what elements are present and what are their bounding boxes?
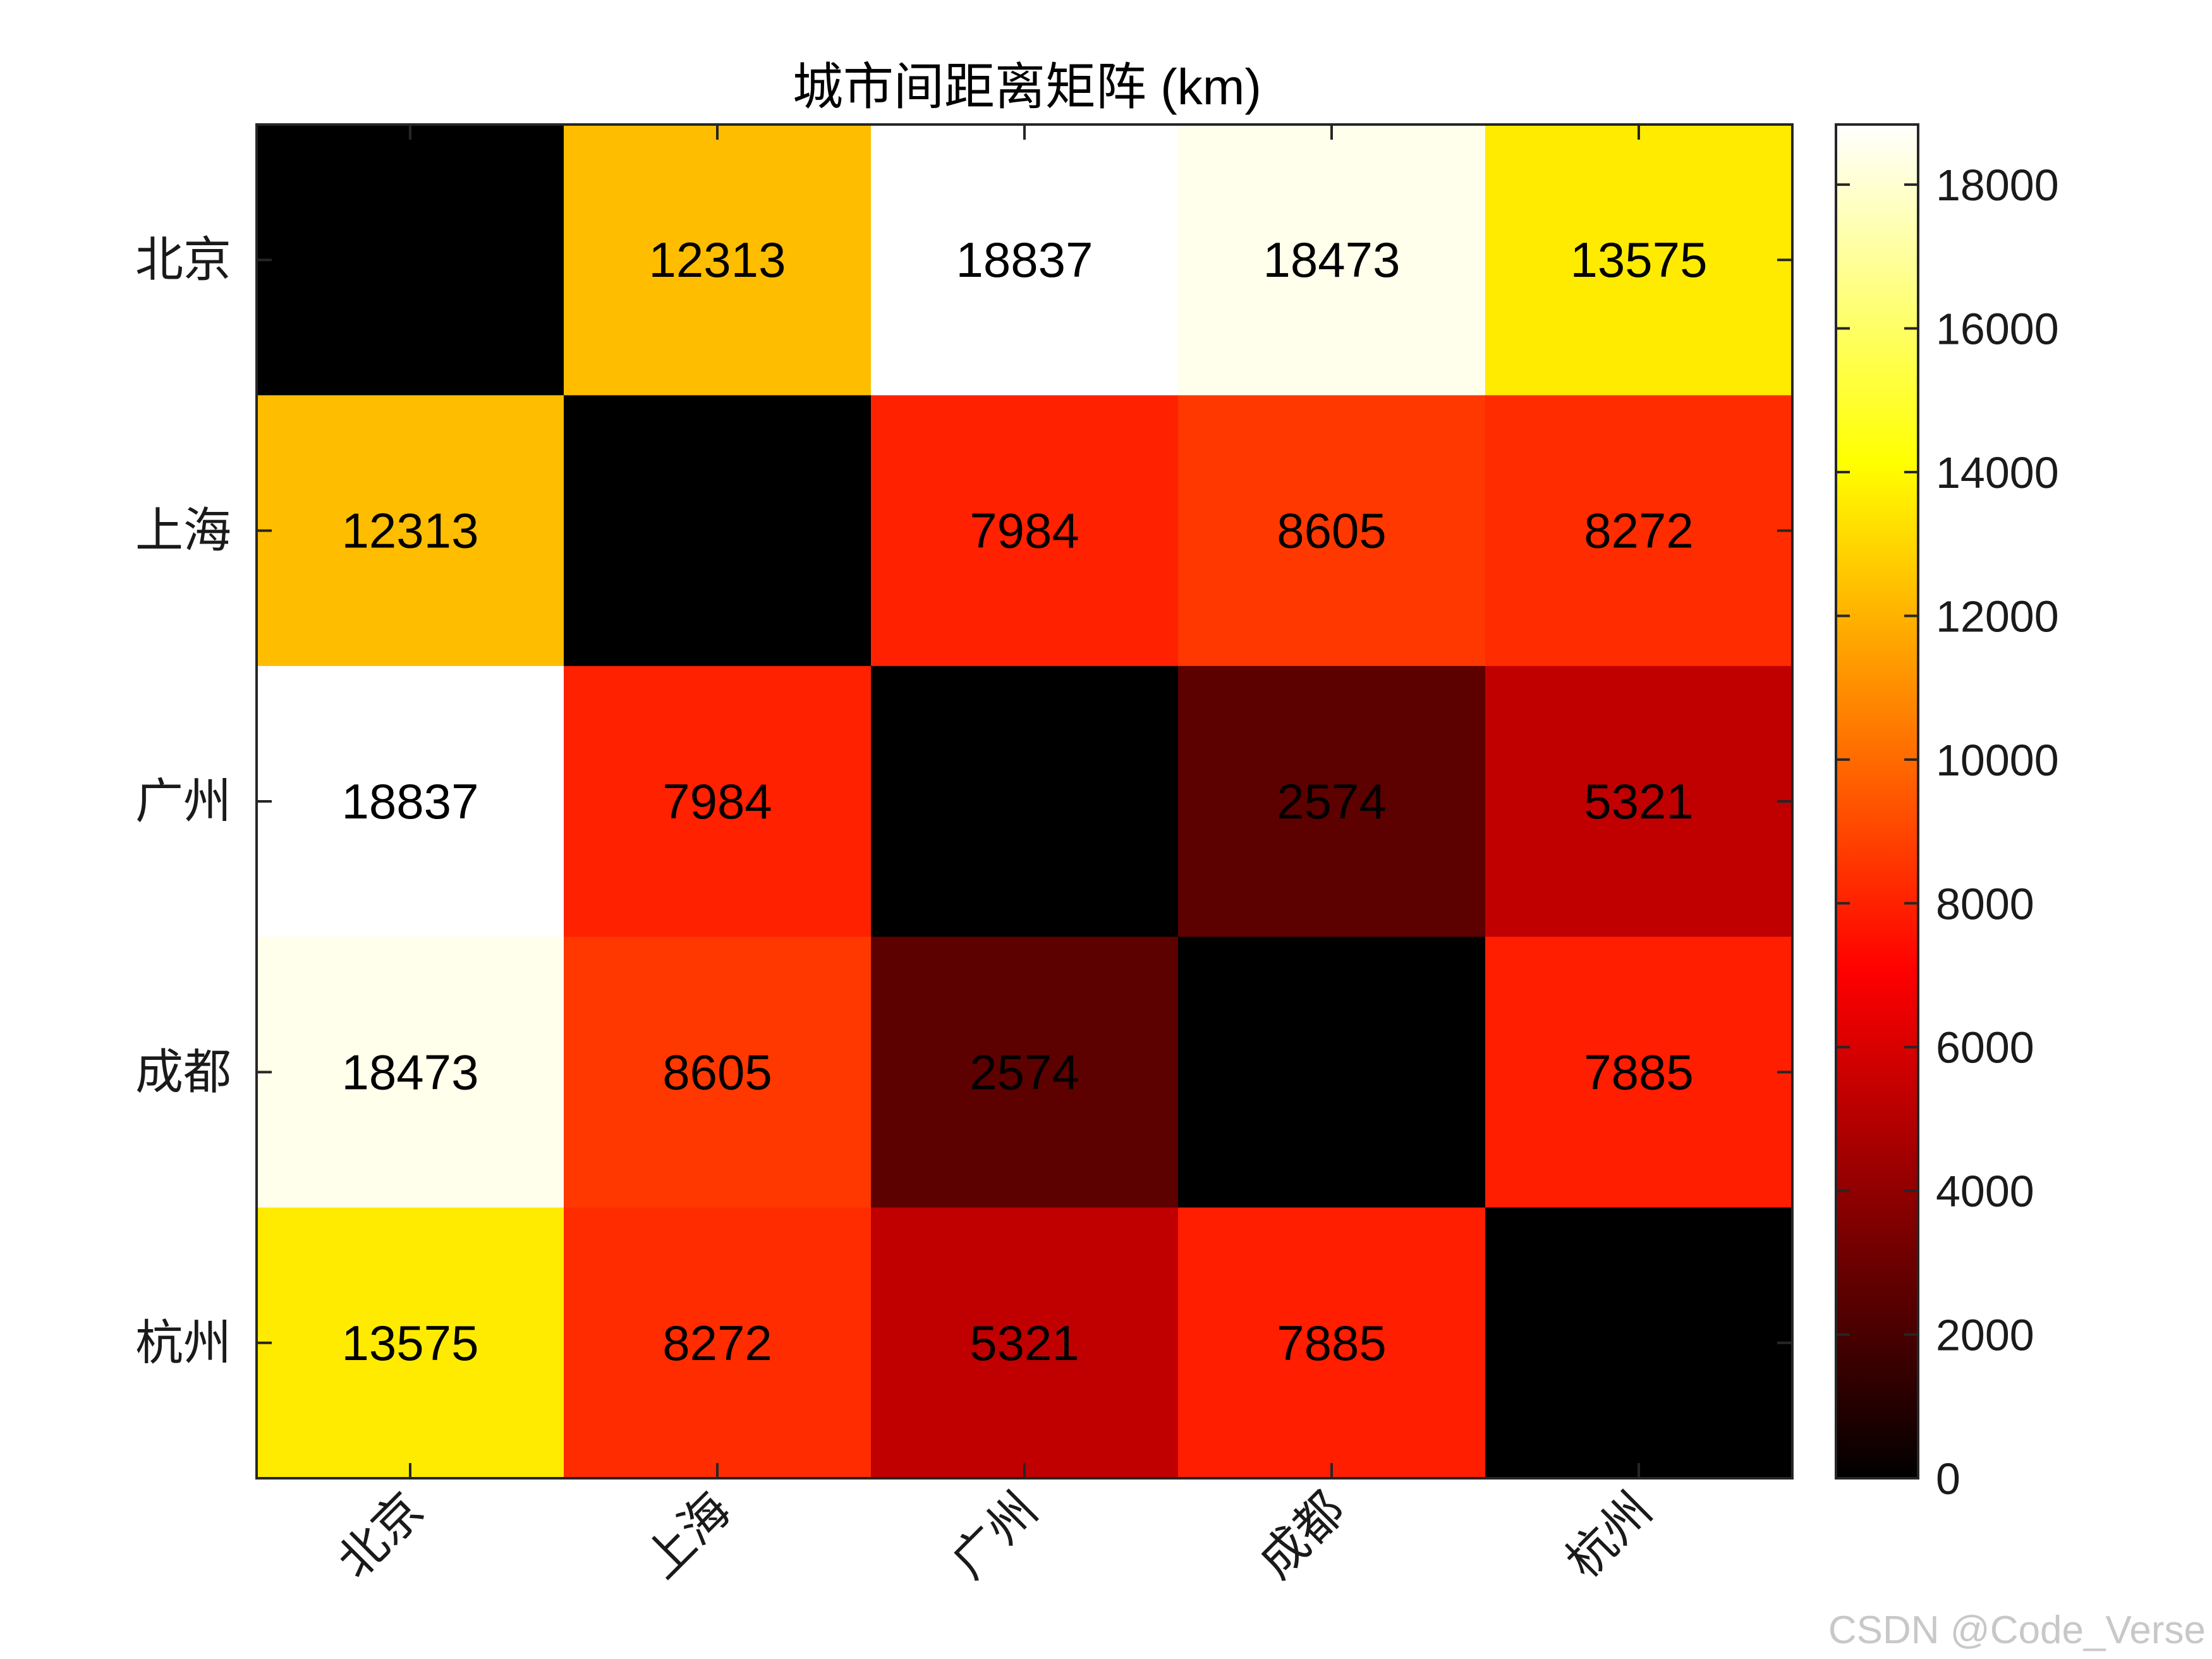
heatmap-cell-labels: 0 12313 18837 18473 13575 12313 0 7984 8605 8272 1…: [342, 232, 1708, 1371]
x-tick-label: 成都: [1248, 1481, 1355, 1589]
cell-value-label: 12313: [649, 232, 786, 288]
colorbar: [1836, 125, 1918, 1478]
heatmap-cell: [257, 1207, 564, 1479]
heatmap-cell: [1178, 937, 1486, 1208]
heatmap-cell: [257, 665, 564, 937]
heatmap-cell: [871, 395, 1179, 667]
cell-value-label: 0: [1625, 1315, 1652, 1371]
heatmap-cell: [1178, 125, 1486, 396]
cell-value-label: 0: [1318, 1044, 1345, 1100]
cell-value-label: 8272: [662, 1315, 772, 1371]
colorbar-tick-label: 10000: [1936, 736, 2059, 785]
y-tick-label: 广州: [135, 773, 231, 829]
y-tick-label: 成都: [135, 1043, 231, 1100]
colorbar-tick-label: 8000: [1936, 879, 2034, 928]
cell-value-label: 12313: [342, 503, 479, 559]
heatmap-cell: [871, 1207, 1179, 1479]
heatmap-cell: [871, 665, 1179, 937]
heatmap-cell: [1178, 665, 1486, 937]
cell-value-label: 0: [396, 232, 423, 288]
x-tick-label: 广州: [940, 1481, 1048, 1589]
y-tick-label: 杭州: [135, 1315, 231, 1371]
heatmap-cell: [257, 937, 564, 1208]
colorbar-tick-label: 12000: [1936, 592, 2059, 641]
cell-value-label: 18473: [342, 1044, 479, 1100]
heatmap-cell: [257, 395, 564, 667]
heatmap-cell: [871, 937, 1179, 1208]
heatmap-cell: [564, 937, 872, 1208]
heatmap-cells: [257, 125, 1793, 1479]
cell-value-label: 7885: [1277, 1315, 1387, 1371]
heatmap-cell: [1178, 1207, 1486, 1479]
heatmap-cell: [564, 665, 872, 937]
x-tick-labels: 北京 上海 广州 成都 杭州: [326, 1481, 1662, 1589]
cell-value-label: 13575: [1571, 232, 1708, 288]
cell-value-label: 18837: [956, 232, 1093, 288]
cell-value-label: 18837: [342, 774, 479, 829]
heatmap-cell: [564, 1207, 872, 1479]
heatmap-cell: [257, 125, 564, 396]
heatmap-cell: [871, 125, 1179, 396]
colorbar-ticks: 0 2000 4000 6000 8000 10000 12000 14000 16000 180…: [1836, 161, 2059, 1504]
heatmap-cell: [1485, 937, 1793, 1208]
colorbar-tick-label: 4000: [1936, 1167, 2034, 1216]
heatmap-cell: [1485, 1207, 1793, 1479]
x-tick-label: 上海: [633, 1481, 741, 1589]
cell-value-label: 7885: [1584, 1044, 1694, 1100]
cell-value-label: 2574: [1277, 774, 1387, 829]
watermark: CSDN @Code_Verse: [1828, 1608, 2206, 1652]
colorbar-tick-label: 6000: [1936, 1023, 2034, 1073]
cell-value-label: 0: [703, 503, 731, 559]
heatmap-cell: [564, 395, 872, 667]
heatmap-cell: [1485, 665, 1793, 937]
cell-value-label: 5321: [969, 1315, 1079, 1371]
heatmap-cell: [1485, 125, 1793, 396]
cell-value-label: 0: [1011, 774, 1038, 829]
x-tick-label: 杭州: [1555, 1481, 1662, 1589]
colorbar-tick-label: 18000: [1936, 161, 2059, 210]
x-tick-label: 北京: [326, 1481, 434, 1589]
colorbar-tick-label: 14000: [1936, 448, 2059, 497]
colorbar-frame: [1835, 123, 1919, 1480]
cell-value-label: 8605: [662, 1044, 772, 1100]
cell-value-label: 8605: [1277, 503, 1387, 559]
cell-value-label: 7984: [662, 774, 772, 829]
axis-ticks: [257, 125, 1792, 1478]
colorbar-tick-label: 0: [1936, 1454, 1960, 1504]
cell-value-label: 5321: [1584, 774, 1694, 829]
cell-value-label: 2574: [969, 1044, 1079, 1100]
cell-value-label: 13575: [342, 1315, 479, 1371]
cell-value-label: 7984: [969, 503, 1079, 559]
heatmap-cell: [564, 125, 872, 396]
y-tick-label: 北京: [135, 231, 231, 288]
colorbar-tick-label: 2000: [1936, 1311, 2034, 1360]
y-tick-label: 上海: [135, 502, 231, 559]
heatmap-cell: [1178, 395, 1486, 667]
cell-value-label: 18473: [1263, 232, 1401, 288]
cell-value-label: 8272: [1584, 503, 1694, 559]
chart-title: 城市间距离矩阵 (km): [793, 59, 1261, 115]
colorbar-tick-label: 16000: [1936, 305, 2059, 354]
heatmap-cell: [1485, 395, 1793, 667]
